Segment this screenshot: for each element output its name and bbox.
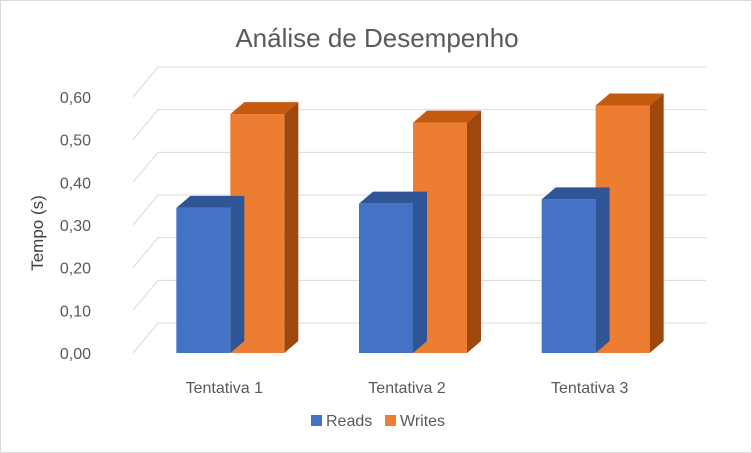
bar-reads — [541, 199, 596, 353]
bar-side — [649, 93, 664, 354]
legend-swatch — [385, 415, 396, 426]
bar-top — [595, 93, 664, 106]
bar-top — [359, 191, 427, 204]
gridline-depth — [132, 194, 159, 226]
bar-reads — [176, 207, 231, 353]
gridline-depth — [132, 280, 159, 311]
x-tick-label: Tentativa 1 — [186, 380, 263, 397]
gridline-depth — [132, 66, 159, 98]
x-tick-label: Tentativa 3 — [551, 380, 628, 397]
legend-swatch — [311, 415, 322, 426]
bar-reads — [359, 203, 413, 353]
y-tick-label: 0,60 — [60, 90, 91, 107]
legend: Reads Writes — [311, 413, 445, 430]
x-axis-ticks: Tentativa 1 Tentativa 2 Tentativa 3 — [186, 380, 629, 397]
bar-side — [230, 195, 245, 353]
y-tick-label: 0,10 — [60, 303, 91, 320]
y-tick-label: 0,20 — [60, 261, 91, 278]
bar-side — [467, 110, 481, 353]
y-tick-label: 0,00 — [60, 346, 91, 363]
bar-side — [595, 187, 610, 353]
bar-side — [284, 102, 299, 353]
legend-label: Writes — [400, 413, 445, 430]
bars — [176, 93, 664, 354]
x-tick-label: Tentativa 2 — [368, 380, 445, 397]
gridline-depth — [132, 152, 159, 183]
bar-side — [413, 191, 427, 353]
y-tick-label: 0,40 — [60, 175, 91, 192]
y-tick-label: 0,30 — [60, 218, 91, 235]
bar-top — [230, 102, 299, 115]
chart-title: Análise de Desempenho — [235, 23, 518, 53]
bar-top — [541, 187, 610, 200]
y-axis-label: Tempo (s) — [28, 195, 47, 271]
bar-top — [413, 110, 481, 123]
gridline-depth — [132, 109, 159, 140]
y-axis-ticks: 0,00 0,10 0,20 0,30 0,40 0,50 0,60 — [60, 90, 91, 363]
gridline-depth — [132, 322, 159, 354]
legend-label: Reads — [326, 413, 372, 430]
y-tick-label: 0,50 — [60, 133, 91, 150]
bar-top — [176, 195, 245, 208]
gridline-depth — [132, 237, 159, 268]
